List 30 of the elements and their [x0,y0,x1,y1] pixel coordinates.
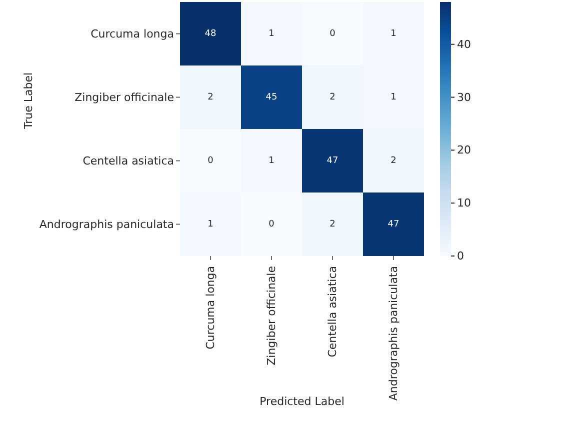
color-bar-label: 30 [457,90,471,104]
data-label: 0 [330,28,336,39]
data-label: 0 [268,219,275,230]
data-label: 1 [208,219,214,230]
data-label: 47 [326,156,338,166]
data-label: 2 [330,219,336,230]
y-tick-label: Andrographis paniculata [39,218,174,232]
color-bar-label: 0 [457,250,464,262]
data-label: 2 [330,92,336,102]
data-label: 0 [208,156,214,166]
data-label: 45 [266,92,278,102]
y-tick-label: Curcuma longa [90,28,174,41]
color-bar-label: 40 [457,38,471,51]
data-label: 48 [204,28,216,39]
y-axis-title: True Label [22,72,35,130]
y-tick-label: Zingiber officinale [74,91,174,104]
data-label: 47 [388,219,400,230]
data-label: 2 [208,92,214,102]
x-axis-title: Predicted Label [260,395,344,408]
x-tick-label: Andrographis paniculata [387,266,400,401]
x-tick-label: Zingiber officinale [265,266,278,366]
data-label: 1 [268,156,274,166]
data-label: 2 [390,156,396,166]
data-label: 1 [268,28,274,39]
data-label: 1 [390,92,396,102]
x-tick-label: Centella asiatica [326,266,339,358]
color-bar-label: 10 [457,196,471,210]
data-label: 1 [390,28,396,39]
color-bar-label: 20 [457,144,471,157]
y-tick-label: Centella asiatica [82,154,174,168]
